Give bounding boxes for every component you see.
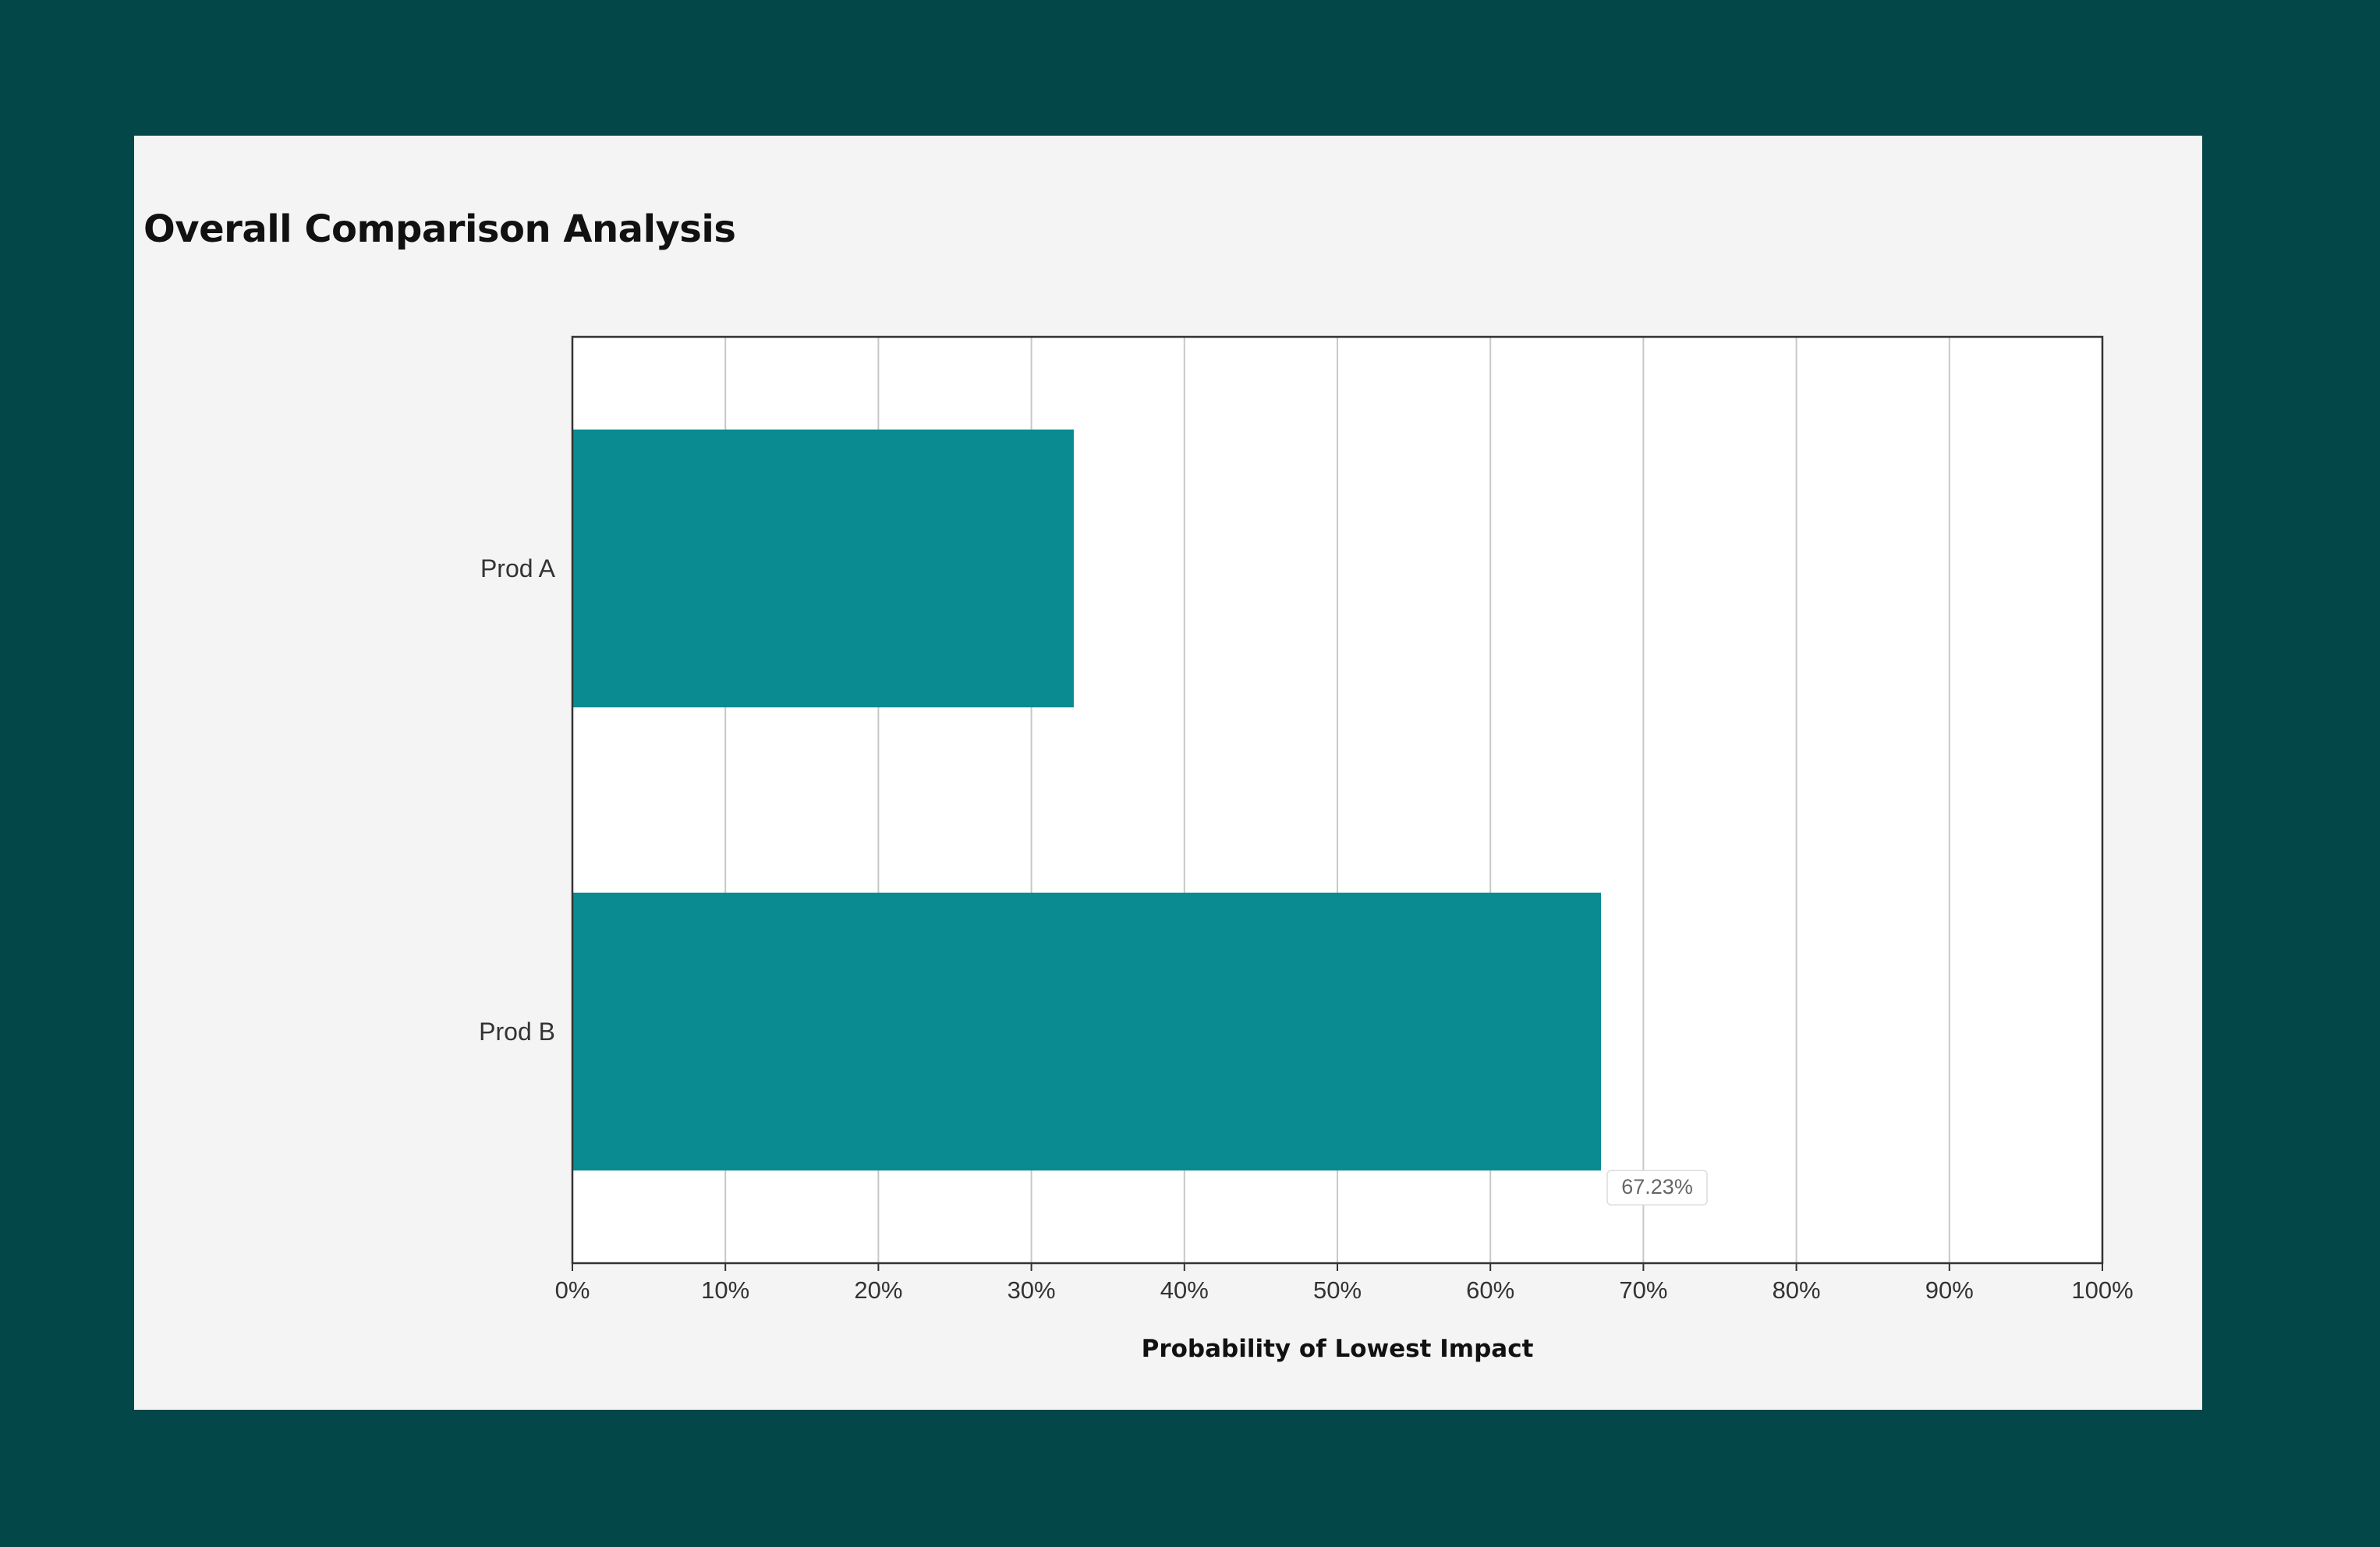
plot-border (571, 335, 2104, 1265)
chart-title: Overall Comparison Analysis (143, 207, 736, 251)
bar-chart: 0% 10% 20% 30% 40% 50% 60% 70% 80% 90% 100% Prod A… (479, 335, 2134, 1363)
tooltip: 67.23% (1606, 1170, 1708, 1205)
x-tick-labels: 0% 10% 20% 30% 40% 50% 60% 70% 80% 90% 100% (555, 1276, 2134, 1304)
x-tick-label: 30% (1008, 1276, 1056, 1304)
chart-panel: Overall Comparison Analysis 0% 10% 20% 30% 4… (134, 136, 2202, 1410)
bar-prod-a[interactable] (572, 429, 1074, 708)
bars (572, 429, 1602, 1171)
category-label: Prod A (480, 554, 556, 582)
x-tick-label: 0% (555, 1276, 590, 1304)
x-tick-label: 10% (701, 1276, 749, 1304)
tooltip-value: 67.23% (1621, 1175, 1693, 1198)
x-tick-label: 100% (2071, 1276, 2133, 1304)
x-tick-label: 80% (1773, 1276, 1821, 1304)
x-tick-label: 60% (1466, 1276, 1514, 1304)
x-tick-label: 40% (1160, 1276, 1209, 1304)
x-tick-label: 50% (1313, 1276, 1362, 1304)
x-tick-label: 90% (1925, 1276, 1974, 1304)
bar-prod-b[interactable] (572, 892, 1602, 1171)
category-label: Prod B (479, 1018, 555, 1046)
y-category-labels: Prod A Prod B (479, 554, 555, 1046)
x-axis-title: Probability of Lowest Impact (1142, 1335, 1534, 1363)
axes (571, 335, 2104, 1271)
x-tick-label: 20% (854, 1276, 902, 1304)
x-tick-label: 70% (1619, 1276, 1667, 1304)
tooltip-box (1606, 1170, 1708, 1205)
